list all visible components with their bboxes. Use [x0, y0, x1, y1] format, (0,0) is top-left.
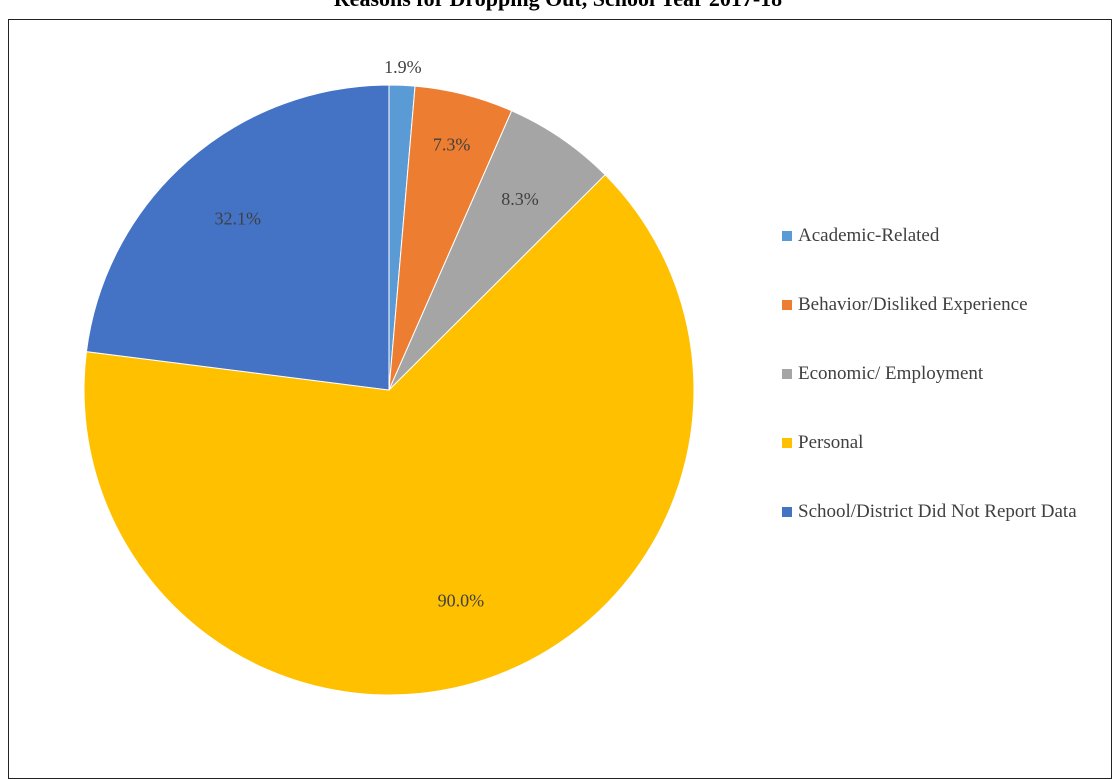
data-label-4: 90.0%	[438, 591, 485, 611]
legend-item-4: Personal	[782, 432, 1102, 454]
pie-slice-5	[85, 84, 390, 391]
data-label-2: 7.3%	[433, 135, 471, 155]
legend-swatch-2	[782, 300, 792, 310]
legend-swatch-3	[782, 369, 792, 379]
data-label-1: 1.9%	[384, 57, 422, 77]
chart-title: Reasons for Dropping Out, School Year 20…	[0, 0, 1116, 12]
legend: Academic-Related Behavior/Disliked Experi…	[782, 225, 1102, 570]
legend-label-5: School/District Did Not Report Data	[798, 501, 1077, 522]
legend-swatch-5	[782, 507, 792, 517]
legend-label-1: Academic-Related	[798, 225, 940, 246]
data-label-5: 32.1%	[215, 208, 262, 228]
legend-item-5: School/District Did Not Report Data	[782, 501, 1102, 523]
pie-slices	[83, 84, 695, 696]
legend-item-1: Academic-Related	[782, 225, 1102, 247]
legend-label-4: Personal	[798, 432, 864, 453]
data-label-3: 8.3%	[501, 189, 539, 209]
pie-data-labels: 1.9% 7.3% 8.3% 90.0% 32.1%	[215, 57, 539, 611]
legend-label-2: Behavior/Disliked Experience	[798, 294, 1028, 315]
legend-item-3: Economic/ Employment	[782, 363, 1102, 385]
legend-item-2: Behavior/Disliked Experience	[782, 294, 1102, 316]
legend-swatch-4	[782, 438, 792, 448]
legend-label-3: Economic/ Employment	[798, 363, 984, 384]
legend-swatch-1	[782, 231, 792, 241]
pie-slice-4	[83, 174, 695, 696]
